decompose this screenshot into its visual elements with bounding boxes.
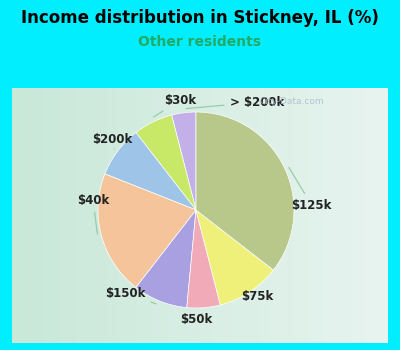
Text: $30k: $30k xyxy=(154,94,196,117)
Wedge shape xyxy=(187,210,220,308)
Text: Other residents: Other residents xyxy=(138,35,262,49)
Wedge shape xyxy=(136,115,196,210)
Wedge shape xyxy=(98,174,196,287)
Wedge shape xyxy=(196,210,274,305)
Wedge shape xyxy=(172,112,196,210)
Text: $50k: $50k xyxy=(180,313,212,326)
Text: City-Data.com: City-Data.com xyxy=(260,97,324,106)
Wedge shape xyxy=(105,133,196,210)
Text: $150k: $150k xyxy=(105,287,156,304)
Text: $125k: $125k xyxy=(289,168,332,212)
Text: $200k: $200k xyxy=(92,133,133,149)
Text: Income distribution in Stickney, IL (%): Income distribution in Stickney, IL (%) xyxy=(21,9,379,27)
Text: $75k: $75k xyxy=(241,290,273,303)
Text: $40k: $40k xyxy=(77,194,109,234)
Wedge shape xyxy=(196,112,294,270)
Text: > $200k: > $200k xyxy=(186,96,284,109)
Wedge shape xyxy=(136,210,196,308)
